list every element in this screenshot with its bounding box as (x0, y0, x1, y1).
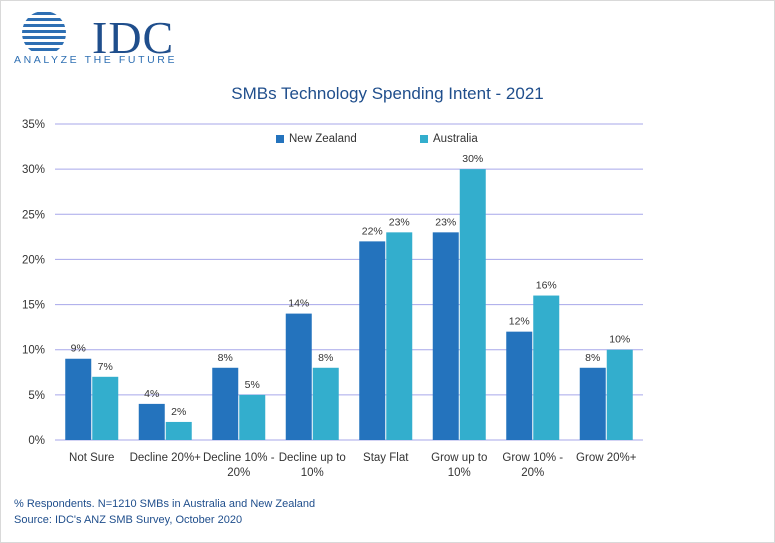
legend-label-new-zealand: New Zealand (289, 133, 357, 145)
bar-australia (239, 394, 266, 440)
bar-australia (386, 232, 413, 440)
bar-australia (312, 367, 339, 440)
y-tick-label: 25% (22, 209, 45, 221)
y-tick-label: 10% (22, 345, 45, 357)
x-tick-label: 20% (521, 467, 544, 479)
legend-label-australia: Australia (433, 133, 478, 145)
x-tick-label: Decline up to (279, 452, 346, 464)
data-label-australia: 23% (389, 216, 410, 228)
x-tick-label: Grow 20%+ (576, 452, 637, 464)
footnote-respondents: % Respondents. N=1210 SMBs in Australia … (14, 498, 316, 510)
bar-new-zealand (212, 367, 239, 440)
legend-swatch-new-zealand (276, 135, 284, 143)
data-label-new-zealand: 12% (509, 316, 530, 328)
x-tick-label: Stay Flat (363, 452, 409, 464)
y-tick-label: 15% (22, 300, 45, 312)
data-label-australia: 5% (245, 379, 260, 391)
footnote-source: Source: IDC's ANZ SMB Survey, October 20… (14, 514, 243, 526)
x-tick-label: Decline 20%+ (130, 452, 202, 464)
x-tick-label: Grow up to (431, 452, 487, 464)
x-tick-label: 20% (227, 467, 250, 479)
data-label-australia: 2% (171, 406, 186, 418)
data-label-australia: 8% (318, 352, 333, 364)
x-tick-label: 10% (448, 467, 471, 479)
bar-new-zealand (432, 232, 459, 440)
bar-new-zealand (506, 331, 533, 440)
bar-new-zealand (138, 403, 165, 440)
data-label-australia: 10% (609, 334, 630, 346)
logo-tagline: ANALYZE THE FUTURE (14, 54, 178, 66)
bar-new-zealand (65, 358, 92, 440)
data-label-new-zealand: 9% (71, 343, 86, 355)
x-tick-label: Decline 10% - (203, 452, 275, 464)
idc-logo: IDC ANALYZE THE FUTURE (12, 10, 182, 68)
bar-new-zealand (579, 367, 606, 440)
bar-new-zealand (359, 241, 386, 440)
y-tick-label: 30% (22, 164, 45, 176)
data-label-new-zealand: 23% (435, 216, 456, 228)
legend-swatch-australia (420, 135, 428, 143)
data-label-new-zealand: 14% (288, 298, 309, 310)
bar-new-zealand (285, 313, 312, 440)
bar-australia (533, 295, 560, 440)
idc-globe-icon (22, 12, 66, 51)
data-label-new-zealand: 22% (362, 225, 383, 237)
y-tick-label: 35% (22, 119, 45, 131)
bar-australia (165, 421, 192, 440)
bar-australia (92, 376, 119, 440)
y-tick-label: 5% (28, 390, 45, 402)
legend-item-new-zealand: New Zealand (276, 133, 357, 145)
data-label-new-zealand: 8% (585, 352, 600, 364)
bar-australia (459, 169, 486, 440)
chart-title: SMBs Technology Spending Intent - 2021 (231, 84, 544, 103)
data-label-australia: 16% (536, 280, 557, 292)
x-tick-label: 10% (301, 467, 324, 479)
x-tick-label: Grow 10% - (502, 452, 563, 464)
data-label-australia: 30% (462, 153, 483, 165)
legend-item-australia: Australia (420, 133, 478, 145)
y-tick-label: 20% (22, 254, 45, 266)
data-label-australia: 7% (98, 361, 113, 373)
data-label-new-zealand: 8% (218, 352, 233, 364)
logo-wordmark: IDC (92, 12, 175, 63)
data-label-new-zealand: 4% (144, 388, 159, 400)
y-tick-label: 0% (28, 435, 45, 447)
x-tick-label: Not Sure (69, 452, 114, 464)
bar-australia (606, 349, 633, 440)
